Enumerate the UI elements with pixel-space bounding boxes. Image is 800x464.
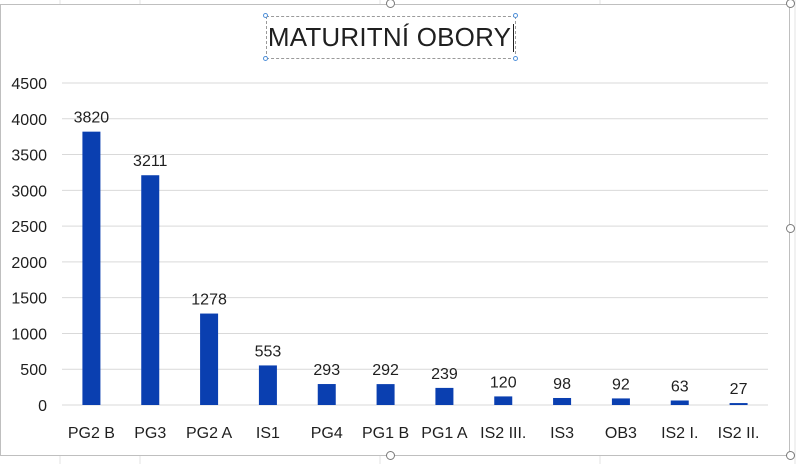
data-label: 292	[372, 362, 399, 379]
x-tick-label: OB3	[605, 425, 637, 442]
bar[interactable]	[435, 387, 454, 405]
data-label: 98	[553, 376, 571, 393]
y-tick-label: 1000	[11, 326, 47, 343]
chart-handle-bottom-center[interactable]	[386, 451, 395, 460]
bar[interactable]	[258, 365, 277, 405]
y-tick-label: 4500	[11, 76, 47, 93]
data-label: 553	[255, 343, 282, 360]
y-tick-label: 0	[38, 398, 47, 415]
data-label: 27	[730, 381, 748, 398]
chart-handle-top-right[interactable]	[786, 0, 795, 8]
bar[interactable]	[317, 384, 336, 405]
data-label: 293	[313, 362, 340, 379]
bar[interactable]	[141, 175, 160, 405]
chart-title-box[interactable]: MATURITNÍ OBORY	[266, 16, 516, 59]
chart-title[interactable]: MATURITNÍ OBORY	[267, 22, 512, 52]
title-handle-top-left[interactable]	[263, 13, 268, 18]
data-label: 92	[612, 376, 630, 393]
y-tick-label: 3500	[11, 148, 47, 165]
y-tick-label: 500	[20, 362, 47, 379]
data-label: 239	[431, 366, 458, 383]
x-tick-label: IS2 I.	[661, 425, 698, 442]
x-tick-label: IS2 II.	[718, 425, 760, 442]
x-tick-label: IS3	[550, 425, 574, 442]
bar[interactable]	[494, 396, 513, 405]
x-tick-label: PG1 B	[362, 425, 409, 442]
x-tick-label: IS1	[256, 425, 280, 442]
data-label: 3211	[133, 153, 168, 170]
x-tick-label: PG4	[311, 425, 343, 442]
bar[interactable]	[200, 313, 219, 405]
data-label: 120	[490, 374, 517, 391]
x-tick-label: PG3	[134, 425, 166, 442]
x-tick-label: PG2 A	[186, 425, 233, 442]
data-label: 3820	[74, 110, 110, 127]
data-label: 1278	[191, 292, 227, 309]
chart-handle-middle-right[interactable]	[786, 224, 795, 233]
y-tick-label: 3000	[11, 183, 47, 200]
title-handle-top-right[interactable]	[513, 13, 518, 18]
data-label: 63	[671, 378, 689, 395]
chart-area[interactable]	[0, 4, 790, 456]
y-tick-label: 4000	[11, 112, 47, 129]
x-tick-label: PG2 B	[68, 425, 115, 442]
chart-handle-top-center[interactable]	[386, 0, 395, 8]
y-tick-label: 2500	[11, 219, 47, 236]
y-tick-label: 1500	[11, 291, 47, 308]
bar[interactable]	[729, 403, 748, 405]
bar[interactable]	[376, 384, 395, 405]
x-tick-label: IS2 III.	[480, 425, 526, 442]
title-handle-bottom-left[interactable]	[263, 56, 268, 61]
y-tick-label: 2000	[11, 255, 47, 272]
text-caret	[513, 23, 515, 52]
bar[interactable]	[670, 400, 689, 405]
x-tick-label: PG1 A	[421, 425, 468, 442]
bar[interactable]	[553, 397, 572, 405]
bar[interactable]	[82, 131, 101, 405]
title-handle-bottom-right[interactable]	[513, 56, 518, 61]
bar[interactable]	[611, 398, 630, 405]
chart-handle-bottom-right[interactable]	[786, 451, 795, 460]
